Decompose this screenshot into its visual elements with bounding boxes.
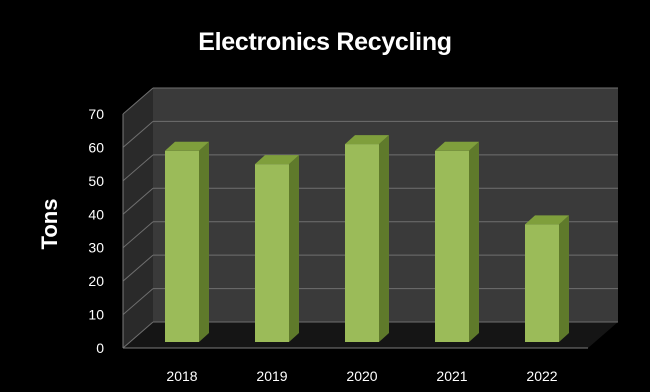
y-tick-label: 50: [88, 173, 104, 189]
y-tick-label: 20: [88, 273, 104, 289]
gridline-side: [122, 87, 154, 115]
bar-top: [525, 215, 569, 225]
bar: [165, 150, 199, 342]
y-tick-label: 10: [88, 307, 104, 323]
y-tick-label: 70: [88, 106, 104, 122]
x-tick-label: 2020: [346, 368, 377, 384]
bar: [255, 164, 289, 342]
y-tick-label: 60: [88, 139, 104, 155]
gridline-side: [122, 321, 154, 349]
bar-top: [435, 141, 479, 151]
bar-top: [345, 135, 389, 145]
bar: [525, 224, 559, 342]
gridline-side: [122, 121, 154, 148]
bar-side: [379, 135, 389, 342]
bar: [345, 144, 379, 342]
y-tick-label: 0: [96, 340, 104, 356]
bar-side: [199, 141, 209, 342]
x-tick-label: 2022: [526, 368, 557, 384]
x-tick-label: 2019: [256, 368, 287, 384]
gridline-side: [122, 154, 154, 182]
bar: [435, 150, 469, 342]
gridline-side: [122, 288, 154, 315]
x-tick-label: 2018: [166, 368, 197, 384]
bar-top: [165, 141, 209, 151]
chart-title: Electronics Recycling: [198, 28, 452, 56]
bar-side: [559, 215, 569, 342]
x-tick-label: 2021: [436, 368, 467, 384]
gridline-side: [122, 221, 154, 249]
bar-side: [289, 155, 299, 342]
gridline-side: [122, 187, 154, 215]
side-wall: [123, 88, 153, 348]
bar-top: [255, 155, 299, 165]
gridline-side: [122, 254, 154, 282]
bar-side: [469, 141, 479, 342]
y-tick-label: 30: [88, 240, 104, 256]
y-tick-label: 40: [88, 206, 104, 222]
